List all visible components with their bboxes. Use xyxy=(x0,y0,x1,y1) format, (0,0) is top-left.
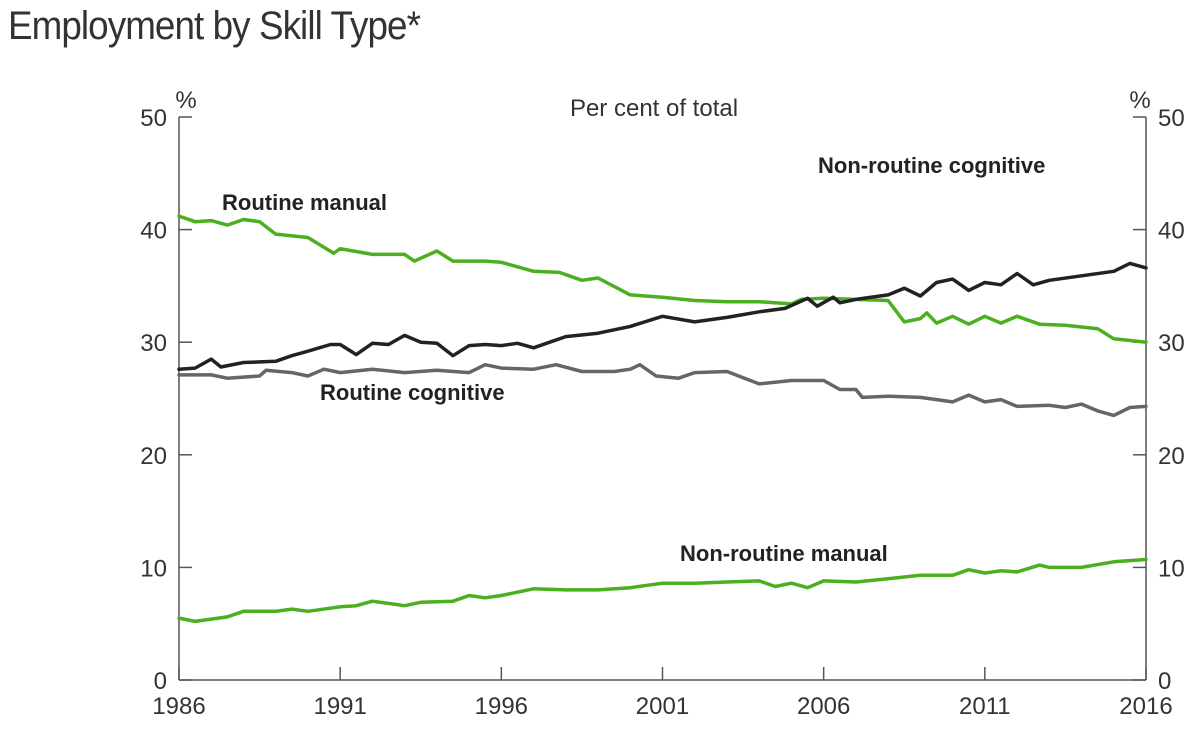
x-tick-label: 1996 xyxy=(475,693,528,720)
y-tick-label-right: 50 xyxy=(1158,105,1185,132)
label-routine-cognitive: Routine cognitive xyxy=(320,380,505,405)
series-line-routine-manual xyxy=(177,214,1148,344)
subtitle: Per cent of total xyxy=(570,95,738,122)
label-non-routine-cognitive: Non-routine cognitive xyxy=(818,153,1045,178)
x-tick-label: 2011 xyxy=(959,693,1011,720)
axes: 0 0 10 10 20 20 30 30 40 40 50 50 1986 1991 1996 2001 20… xyxy=(140,105,1184,720)
series-line-non-routine-cognitive xyxy=(177,261,1148,371)
x-tick-label: 2006 xyxy=(797,693,850,720)
y-tick-label-left: 10 xyxy=(140,555,167,582)
series-line-routine-cognitive xyxy=(177,362,1148,418)
y-unit-right: % xyxy=(1129,87,1150,114)
y-tick-label-right: 30 xyxy=(1158,330,1185,357)
x-tick-label: 2016 xyxy=(1119,693,1172,720)
y-tick-label-right: 20 xyxy=(1158,443,1185,470)
x-tick-label: 1991 xyxy=(313,693,366,720)
x-tick-label: 2001 xyxy=(636,693,689,720)
y-tick-label-left: 0 xyxy=(154,668,167,695)
y-tick-label-right: 40 xyxy=(1158,218,1185,245)
series-line-non-routine-manual xyxy=(177,557,1148,624)
y-unit-left: % xyxy=(175,87,196,114)
x-tick-label: 1986 xyxy=(152,693,205,720)
y-tick-label-right: 10 xyxy=(1158,555,1185,582)
label-non-routine-manual: Non-routine manual xyxy=(680,541,888,566)
chart-title: Employment by Skill Type* xyxy=(8,4,421,48)
series-lines xyxy=(177,214,1148,624)
y-tick-label-left: 20 xyxy=(140,443,167,470)
label-routine-manual: Routine manual xyxy=(222,190,387,215)
y-tick-label-left: 40 xyxy=(140,218,167,245)
y-tick-label-left: 50 xyxy=(140,105,167,132)
y-tick-label-right: 0 xyxy=(1158,668,1171,695)
y-tick-label-left: 30 xyxy=(140,330,167,357)
